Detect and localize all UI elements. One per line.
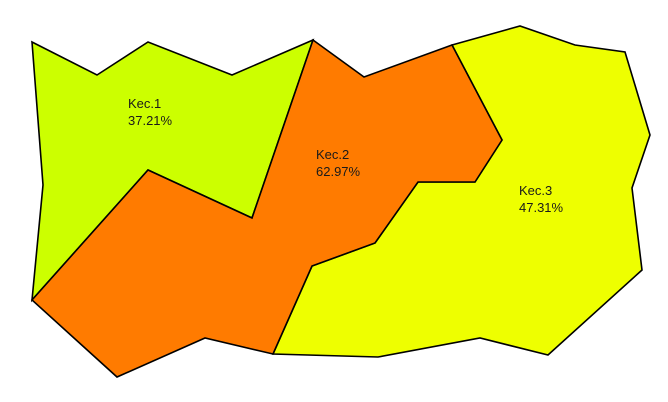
region-kec-2-name: Kec.2 (316, 147, 349, 162)
region-kec-1-value: 37.21% (128, 113, 173, 128)
region-kec-2-value: 62.97% (316, 164, 361, 179)
region-kec-2[interactable] (30, 38, 503, 378)
region-kec-3-name: Kec.3 (519, 183, 552, 198)
region-kec-1-name: Kec.1 (128, 96, 161, 111)
region-kec-3-value: 47.31% (519, 200, 564, 215)
